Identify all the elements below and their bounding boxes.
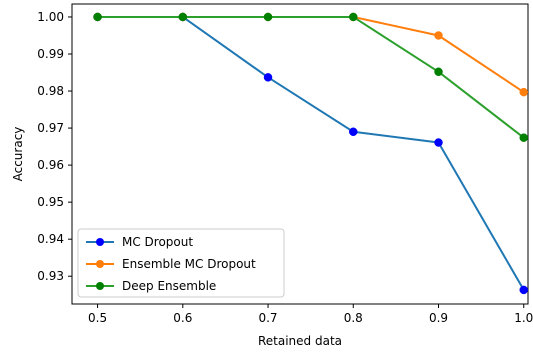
x-axis-ticks: 0.5 0.6 0.7 0.8 0.9 1.0 (88, 304, 533, 325)
data-point (349, 12, 358, 22)
data-point (519, 285, 528, 295)
legend-label: Ensemble MC Dropout (122, 257, 256, 271)
data-point (434, 138, 443, 147)
y-tick-label: 0.96 (37, 158, 64, 172)
x-tick-label: 0.8 (344, 311, 363, 325)
series-2 (93, 12, 528, 142)
x-tick-label: 1.0 (514, 311, 533, 325)
x-tick-label: 0.9 (429, 311, 448, 325)
legend-items: MC Dropout Ensemble MC Dropout Deep Ensemb… (86, 235, 256, 293)
y-tick-label: 0.97 (37, 121, 64, 135)
legend-marker (96, 282, 104, 290)
legend-item: Deep Ensemble (86, 279, 216, 293)
series-1 (93, 12, 528, 97)
data-point (178, 12, 188, 22)
data-point (93, 12, 102, 22)
series-line (97, 15, 525, 93)
legend-marker (96, 238, 104, 246)
x-tick-label: 0.6 (173, 311, 192, 325)
y-tick-label: 0.99 (37, 47, 64, 61)
y-axis-title: Accuracy (11, 127, 25, 182)
plot-frame (71, 3, 529, 305)
legend-box (77, 228, 285, 298)
x-tick-label: 0.5 (88, 311, 107, 325)
data-point (263, 73, 273, 82)
y-tick-label: 0.93 (37, 269, 64, 283)
data-point (519, 133, 528, 142)
data-point (434, 67, 443, 77)
y-tick-label: 0.94 (37, 232, 64, 246)
y-axis-ticks: 0.93 0.94 0.95 0.96 0.97 0.98 0.99 1.00 (37, 10, 72, 283)
plot-area: 0.5 0.6 0.7 0.8 0.9 1.0 0.930.940.950.960.970… (37, 3, 533, 325)
legend-item: MC Dropout (86, 235, 193, 249)
series-layer (93, 12, 528, 295)
y-tick-label: 1.00 (37, 10, 64, 24)
y-tick-label: 0.98 (37, 84, 64, 98)
legend-label: Deep Ensemble (122, 279, 216, 293)
data-point (519, 87, 528, 97)
data-point (349, 127, 358, 137)
data-point (434, 31, 443, 40)
legend-item: Ensemble MC Dropout (86, 257, 256, 271)
series-line (97, 15, 525, 139)
y-tick-label: 0.95 (37, 195, 64, 209)
x-tick-label: 0.7 (258, 311, 277, 325)
legend-label: MC Dropout (122, 235, 193, 249)
legend-marker (96, 260, 104, 268)
x-axis-title: Retained data (258, 334, 342, 348)
legend: MC Dropout Ensemble MC Dropout Deep Ensemb… (77, 228, 285, 298)
data-point (263, 12, 273, 22)
